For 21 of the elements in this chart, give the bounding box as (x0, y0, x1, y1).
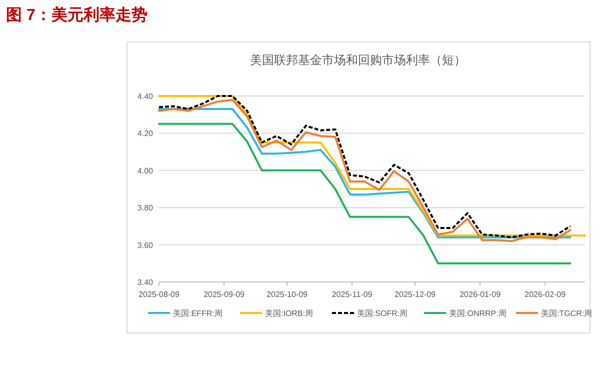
y-tick-label: 3.80 (137, 204, 154, 213)
y-tick-label: 4.40 (137, 92, 154, 101)
legend-label: 美国:EFFR:周 (173, 309, 222, 318)
chart-title: 图 7：美元利率走势 (6, 5, 148, 24)
legend-label: 美国:IORB:周 (265, 309, 314, 318)
legend-label: 美国:TGCR:周 (541, 309, 592, 318)
legend-label: 美国:ONRRP:周 (449, 309, 506, 318)
x-tick-label: 2025-09-09 (204, 290, 246, 299)
x-tick-label: 2025-11-09 (332, 290, 373, 299)
x-tick-label: 2026-01-09 (460, 290, 502, 299)
x-tick-label: 2025-12-09 (394, 290, 436, 299)
x-tick-label: 2025-10-09 (266, 290, 308, 299)
legend-label: 美国:SOFR:周 (357, 309, 408, 318)
x-tick-label: 2025-08-09 (138, 290, 180, 299)
y-tick-label: 3.60 (137, 240, 154, 250)
chart-subtitle: 美国联邦基金市场和回购市场利率（短） (250, 53, 466, 67)
y-tick-label: 3.40 (137, 278, 154, 287)
y-tick-label: 4.20 (137, 129, 154, 138)
line-series (158, 122, 572, 264)
x-tick-label: 2026-02-09 (524, 290, 566, 299)
y-tick-label: 4.00 (137, 166, 154, 176)
